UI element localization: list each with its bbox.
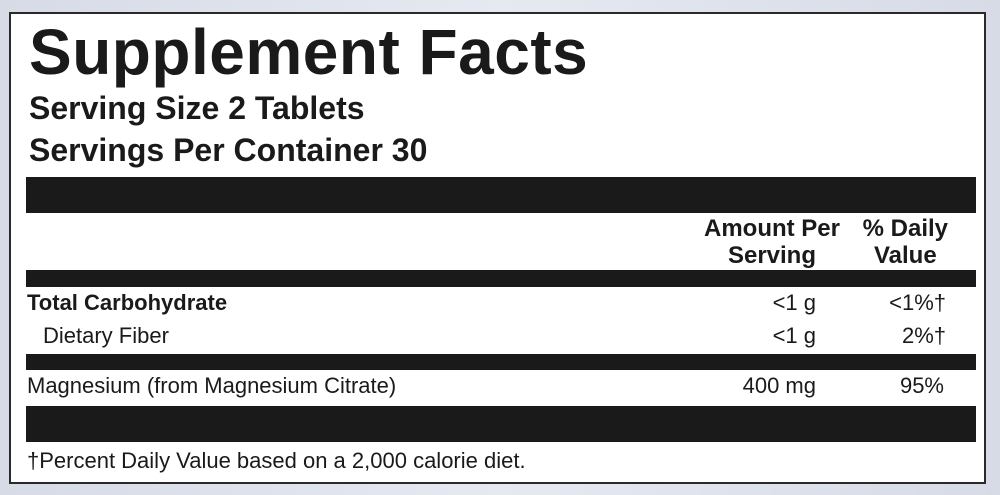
amount-per-serving-header: Amount Per Serving xyxy=(704,215,840,269)
header-line: Amount Per xyxy=(703,215,840,242)
thick-divider xyxy=(26,177,976,213)
medium-divider xyxy=(26,354,976,370)
header-line: % Daily xyxy=(862,215,948,242)
medium-divider xyxy=(26,270,976,287)
nutrient-dv: 95% xyxy=(899,373,944,398)
nutrient-name: Total Carbohydrate xyxy=(27,290,228,315)
label-title: Supplement Facts xyxy=(29,16,589,88)
nutrient-dv: 2%† xyxy=(901,323,946,348)
thick-divider xyxy=(26,406,976,442)
header-line: Value xyxy=(873,242,937,269)
nutrient-dv: <1%† xyxy=(889,290,946,315)
nutrient-name: Dietary Fiber xyxy=(43,323,169,348)
nutrient-amount: <1 g xyxy=(772,290,816,315)
nutrient-amount: 400 mg xyxy=(742,373,816,398)
nutrient-amount: <1 g xyxy=(772,323,816,348)
daily-value-header: % Daily Value xyxy=(863,215,948,269)
serving-size: Serving Size 2 Tablets xyxy=(29,90,365,126)
header-line: Serving xyxy=(727,242,816,269)
nutrient-name: Magnesium (from Magnesium Citrate) xyxy=(27,373,397,398)
supplement-facts-panel: Supplement Facts Serving Size 2 Tablets … xyxy=(9,12,986,484)
servings-per-container: Servings Per Container 30 xyxy=(29,132,428,168)
footnote: †Percent Daily Value based on a 2,000 ca… xyxy=(27,448,526,473)
